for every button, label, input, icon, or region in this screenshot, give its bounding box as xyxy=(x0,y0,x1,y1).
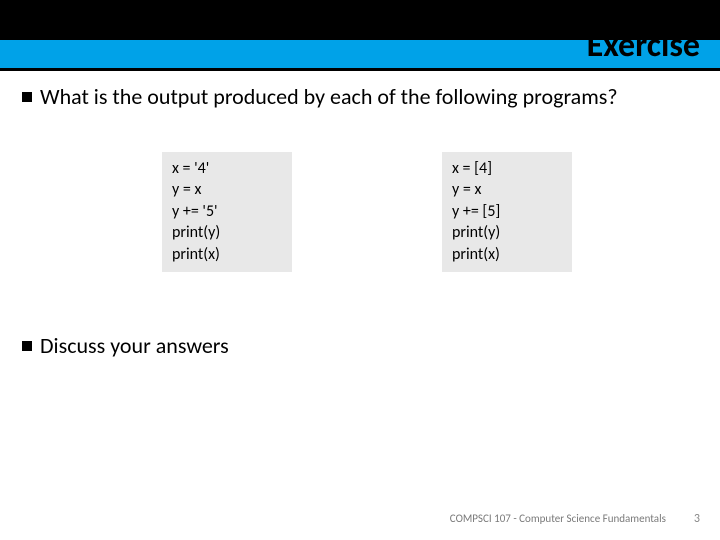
content-area: What is the output produced by each of t… xyxy=(0,71,720,360)
code-line: print(x) xyxy=(172,244,282,266)
bullet-text: Discuss your answers xyxy=(40,332,229,361)
slide: Exercise What is the output produced by … xyxy=(0,0,720,540)
footer-course: COMPSCI 107 - Computer Science Fundament… xyxy=(450,512,666,525)
code-line: print(y) xyxy=(452,222,562,244)
bullet-marker-icon xyxy=(22,92,32,102)
header-bar: Exercise xyxy=(0,0,720,68)
code-line: y += '5' xyxy=(172,201,282,223)
code-line: print(y) xyxy=(172,222,282,244)
footer: COMPSCI 107 - Computer Science Fundament… xyxy=(450,512,700,526)
code-line: y += [5] xyxy=(452,201,562,223)
code-row: x = '4' y = x y += '5' print(y) print(x)… xyxy=(22,152,698,272)
code-line: y = x xyxy=(172,179,282,201)
page-number: 3 xyxy=(694,512,700,526)
bullet-text: What is the output produced by each of t… xyxy=(40,83,618,112)
slide-title: Exercise xyxy=(587,25,700,66)
code-box-right: x = [4] y = x y += [5] print(y) print(x) xyxy=(442,152,572,272)
bullet-item: What is the output produced by each of t… xyxy=(22,83,698,112)
code-line: print(x) xyxy=(452,244,562,266)
code-line: y = x xyxy=(452,179,562,201)
code-line: x = [4] xyxy=(452,158,562,180)
bullet-item: Discuss your answers xyxy=(22,332,698,361)
bullet-marker-icon xyxy=(22,341,32,351)
code-line: x = '4' xyxy=(172,158,282,180)
code-box-left: x = '4' y = x y += '5' print(y) print(x) xyxy=(162,152,292,272)
